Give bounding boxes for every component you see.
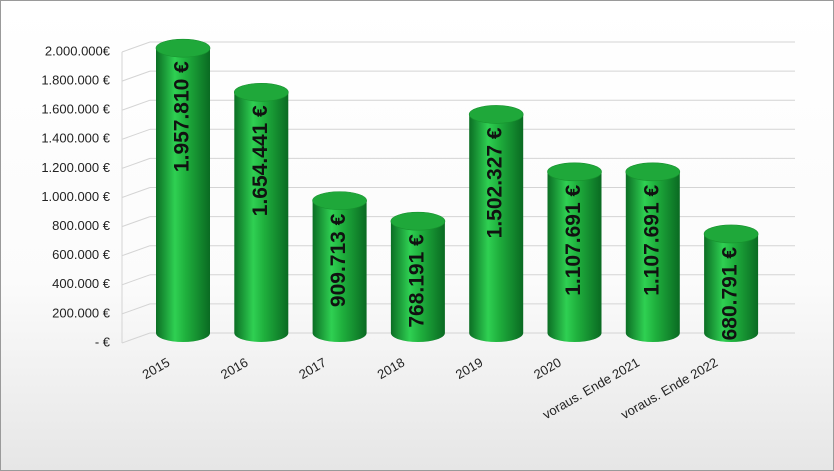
value-label: 1.502.327 € bbox=[484, 127, 507, 238]
grid-line bbox=[121, 70, 151, 82]
bar-top bbox=[312, 191, 367, 210]
value-label: 909.713 € bbox=[327, 213, 350, 307]
bar-top bbox=[233, 82, 289, 102]
grid-line bbox=[121, 245, 151, 257]
bar-top bbox=[703, 224, 759, 244]
value-label: 1.107.691 € bbox=[562, 185, 585, 296]
y-tick-label: 1.000.000 € bbox=[41, 189, 110, 204]
y-tick-label: 2.000.000€ bbox=[45, 43, 111, 58]
bar-top bbox=[390, 211, 446, 231]
y-tick-label: 800.000 € bbox=[52, 218, 111, 233]
y-tick-label: 1.600.000 € bbox=[41, 102, 110, 117]
grid-line bbox=[121, 128, 151, 140]
grid-line bbox=[121, 41, 151, 53]
grid-line bbox=[121, 303, 151, 315]
bar-top bbox=[547, 162, 602, 182]
y-tick-label: - € bbox=[95, 334, 111, 349]
bar bbox=[156, 48, 210, 343]
grid-line bbox=[121, 99, 151, 111]
bar bbox=[312, 200, 367, 342]
bar bbox=[390, 221, 445, 342]
bar bbox=[625, 171, 680, 342]
grid-line bbox=[121, 187, 151, 198]
y-tick-label: 1.200.000 € bbox=[41, 160, 110, 175]
grid-line bbox=[121, 216, 151, 228]
bar-top bbox=[155, 38, 211, 58]
grid-line bbox=[121, 332, 151, 344]
value-label: 1.957.810 € bbox=[171, 61, 194, 172]
bar-top bbox=[468, 105, 524, 124]
value-label: 768.191 € bbox=[405, 234, 428, 328]
bar bbox=[234, 92, 289, 342]
value-label: 1.107.691 € bbox=[640, 185, 663, 296]
y-tick-label: 400.000 € bbox=[52, 276, 111, 291]
bar bbox=[547, 171, 602, 342]
bar bbox=[469, 114, 524, 342]
bar bbox=[704, 233, 759, 342]
y-tick-label: 200.000 € bbox=[52, 305, 111, 320]
value-label: 680.791 € bbox=[719, 247, 742, 341]
y-tick-label: 1.400.000 € bbox=[41, 131, 110, 146]
y-tick-label: 600.000 € bbox=[52, 247, 111, 262]
y-tick-label: 1.800.000 € bbox=[41, 73, 110, 88]
grid-line bbox=[121, 157, 151, 169]
bar-top bbox=[625, 162, 681, 182]
grid-line bbox=[121, 274, 151, 286]
value-label: 1.654.441 € bbox=[249, 105, 272, 216]
